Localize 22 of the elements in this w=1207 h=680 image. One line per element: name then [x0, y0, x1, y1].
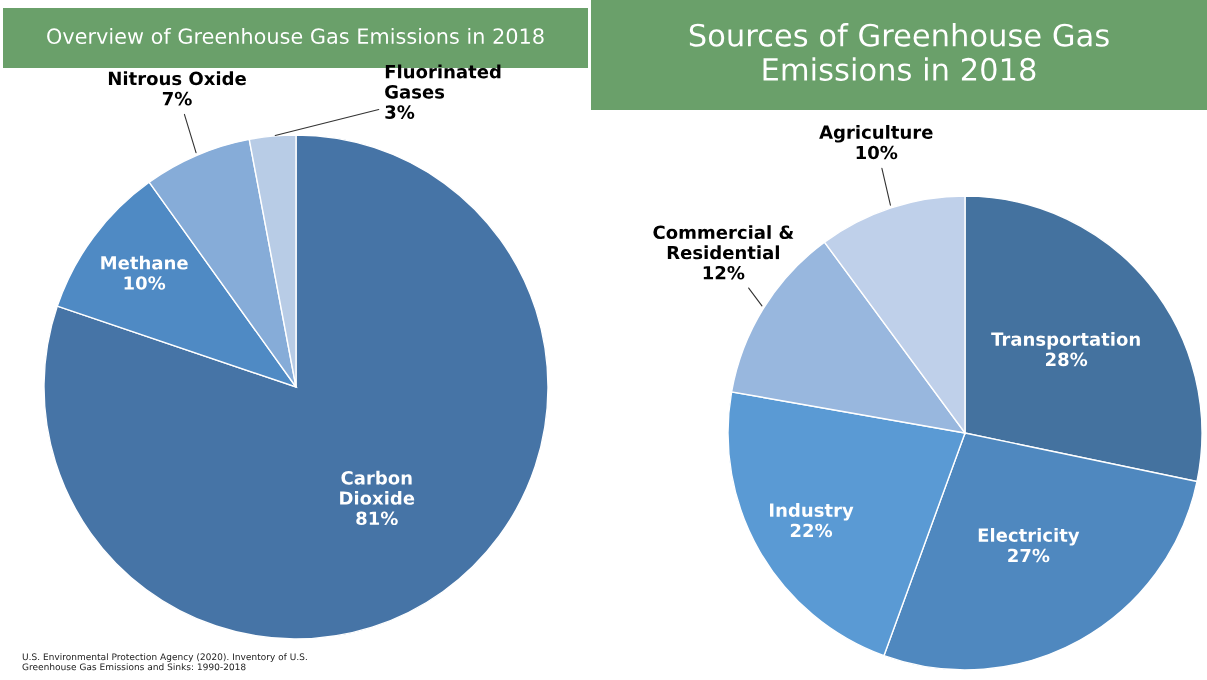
- data-label: 7%: [162, 91, 192, 106]
- data-label: 27%: [1008, 548, 1050, 563]
- data-label: 10%: [124, 276, 166, 290]
- slice-label: Fluorinated Gases: [385, 64, 501, 99]
- chart-title: Sources of Greenhouse Gas Emissions in 2018: [689, 23, 1109, 81]
- data-label: 12%: [703, 265, 745, 280]
- slice-label: Industry: [770, 502, 854, 521]
- slice-label: Methane: [101, 255, 188, 270]
- slice-label: Nitrous Oxide: [108, 71, 246, 86]
- data-label: 22%: [790, 523, 833, 538]
- data-label: 81%: [356, 511, 398, 526]
- data-label: 28%: [1045, 352, 1088, 367]
- slice-label: Agriculture: [819, 124, 933, 143]
- chart-title: Overview of Greenhouse Gas Emissions in 2018: [47, 27, 544, 45]
- text: U.S. Environmental Protection Agency (2020). Inventory of U.S. Greenhouse Gas Emissions and Sinks: 1990-2018: [22, 653, 307, 671]
- data-label: 10%: [856, 145, 898, 160]
- slice-label: Commercial & Residential: [653, 225, 794, 260]
- slice-label: Carbon Dioxide: [340, 470, 415, 505]
- slice-label: Electricity: [978, 527, 1080, 546]
- slice-label: Transportation: [991, 331, 1140, 350]
- pie-slice: [43, 134, 549, 640]
- data-label: 3%: [385, 105, 415, 119]
